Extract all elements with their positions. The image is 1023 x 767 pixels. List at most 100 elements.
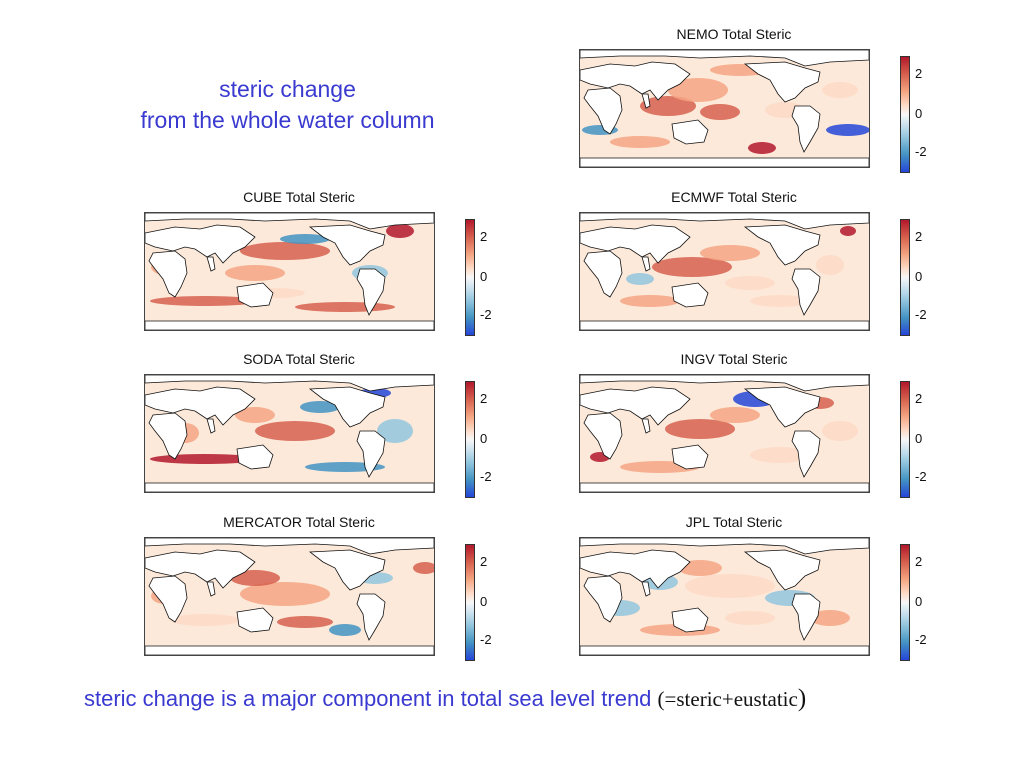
colorbar <box>900 219 910 336</box>
panel-title: SODA Total Steric <box>243 351 355 367</box>
land-mass <box>356 593 386 641</box>
land-mass <box>206 256 216 272</box>
panel-mercator: MERCATOR Total Steric 2 0 -2 <box>144 514 492 669</box>
panel-soda: SODA Total Steric 2 0 -2 <box>144 351 492 506</box>
land-mass <box>583 250 623 298</box>
anomaly-patch <box>300 401 340 413</box>
colorbar <box>900 544 910 661</box>
colorbar <box>465 381 475 498</box>
anomaly-patch <box>750 447 810 463</box>
panel-nemo: NEMO Total Steric 2 0 -2 <box>579 26 927 181</box>
anomaly-patch <box>700 104 740 120</box>
land-mass <box>791 430 821 478</box>
land-mass <box>580 538 869 555</box>
land-mass <box>145 549 256 589</box>
steric-field <box>145 375 434 492</box>
land-mass <box>308 386 386 428</box>
anomaly-patch <box>750 295 810 307</box>
anomaly-patch <box>748 142 776 154</box>
anomaly-patch <box>640 96 696 116</box>
anomaly-patch <box>626 273 654 285</box>
colorbar-tick: 0 <box>480 431 488 446</box>
colorbar-tick: 0 <box>915 431 923 446</box>
anomaly-patch <box>295 302 395 312</box>
colorbar <box>900 381 910 498</box>
land-mass <box>580 375 869 392</box>
land-mass <box>206 418 216 434</box>
footer-caption: steric change is a major component in to… <box>84 685 806 713</box>
land-mass <box>583 87 623 135</box>
headline-line1: steric change <box>219 76 356 102</box>
land-mass <box>356 268 386 316</box>
map-ingv <box>579 374 870 493</box>
anomaly-patch <box>377 419 413 443</box>
anomaly-patch <box>668 78 728 102</box>
land-mass <box>641 581 651 597</box>
land-mass <box>236 607 274 633</box>
anomaly-patch <box>329 624 361 636</box>
headline: steric change from the whole water colum… <box>95 74 480 136</box>
anomaly-patch <box>725 611 775 625</box>
anomaly-patch <box>170 614 240 626</box>
land-mass <box>308 549 386 591</box>
anomaly-patch <box>665 419 735 439</box>
footer-formula: (=steric+eustatic <box>657 687 798 711</box>
colorbar-tick: 2 <box>480 229 488 244</box>
anomaly-patch <box>725 276 775 290</box>
land-mass <box>148 575 188 623</box>
panel-ingv: INGV Total Steric 2 0 -2 <box>579 351 927 506</box>
land-mass <box>580 549 691 589</box>
land-mass <box>580 386 691 426</box>
colorbar-tick: 2 <box>915 554 923 569</box>
anomaly-patch <box>230 570 280 586</box>
land-mass <box>308 224 386 266</box>
colorbar-tick: -2 <box>915 307 927 322</box>
land-mass <box>145 320 434 330</box>
map-jpl <box>579 537 870 656</box>
steric-field <box>580 538 869 655</box>
headline-line2: from the whole water column <box>140 107 435 133</box>
land-mass <box>356 430 386 478</box>
map-cube <box>144 212 435 331</box>
panel-title: JPL Total Steric <box>685 514 783 530</box>
anomaly-patch <box>822 421 858 441</box>
anomaly-patch <box>810 610 850 626</box>
colorbar-tick: 2 <box>480 391 488 406</box>
land-mass <box>148 412 188 460</box>
anomaly-patch <box>235 407 275 423</box>
land-mass <box>641 418 651 434</box>
map-soda <box>144 374 435 493</box>
land-mass <box>791 105 821 153</box>
land-mass <box>145 386 256 426</box>
colorbar-tick: 0 <box>480 594 488 609</box>
colorbar <box>900 56 910 173</box>
colorbar-tick: 0 <box>915 269 923 284</box>
land-mass <box>791 268 821 316</box>
anomaly-patch <box>255 421 335 441</box>
land-mass <box>145 538 434 555</box>
land-mass <box>671 444 709 470</box>
steric-field <box>580 375 869 492</box>
footer-close: ) <box>797 685 807 712</box>
colorbar-tick: -2 <box>480 632 492 647</box>
colorbar-tick: 0 <box>480 269 488 284</box>
land-mass <box>743 386 821 428</box>
anomaly-patch <box>685 574 775 598</box>
land-mass <box>641 256 651 272</box>
land-mass <box>145 224 256 264</box>
land-mass <box>671 282 709 308</box>
steric-field <box>580 50 869 167</box>
colorbar-tick: 2 <box>915 229 923 244</box>
land-mass <box>236 444 274 470</box>
panel-ecmwf: ECMWF Total Steric 2 0 -2 <box>579 189 927 344</box>
land-mass <box>743 549 821 591</box>
colorbar-tick: 2 <box>915 391 923 406</box>
colorbar-tick: 2 <box>480 554 488 569</box>
colorbar-tick: -2 <box>915 632 927 647</box>
map-ecmwf <box>579 212 870 331</box>
panel-cube: CUBE Total Steric 2 0 -2 <box>144 189 492 344</box>
map-nemo <box>579 49 870 168</box>
panel-title: CUBE Total Steric <box>243 189 355 205</box>
colorbar-tick: 0 <box>915 106 923 121</box>
panel-title: NEMO Total Steric <box>676 26 792 42</box>
